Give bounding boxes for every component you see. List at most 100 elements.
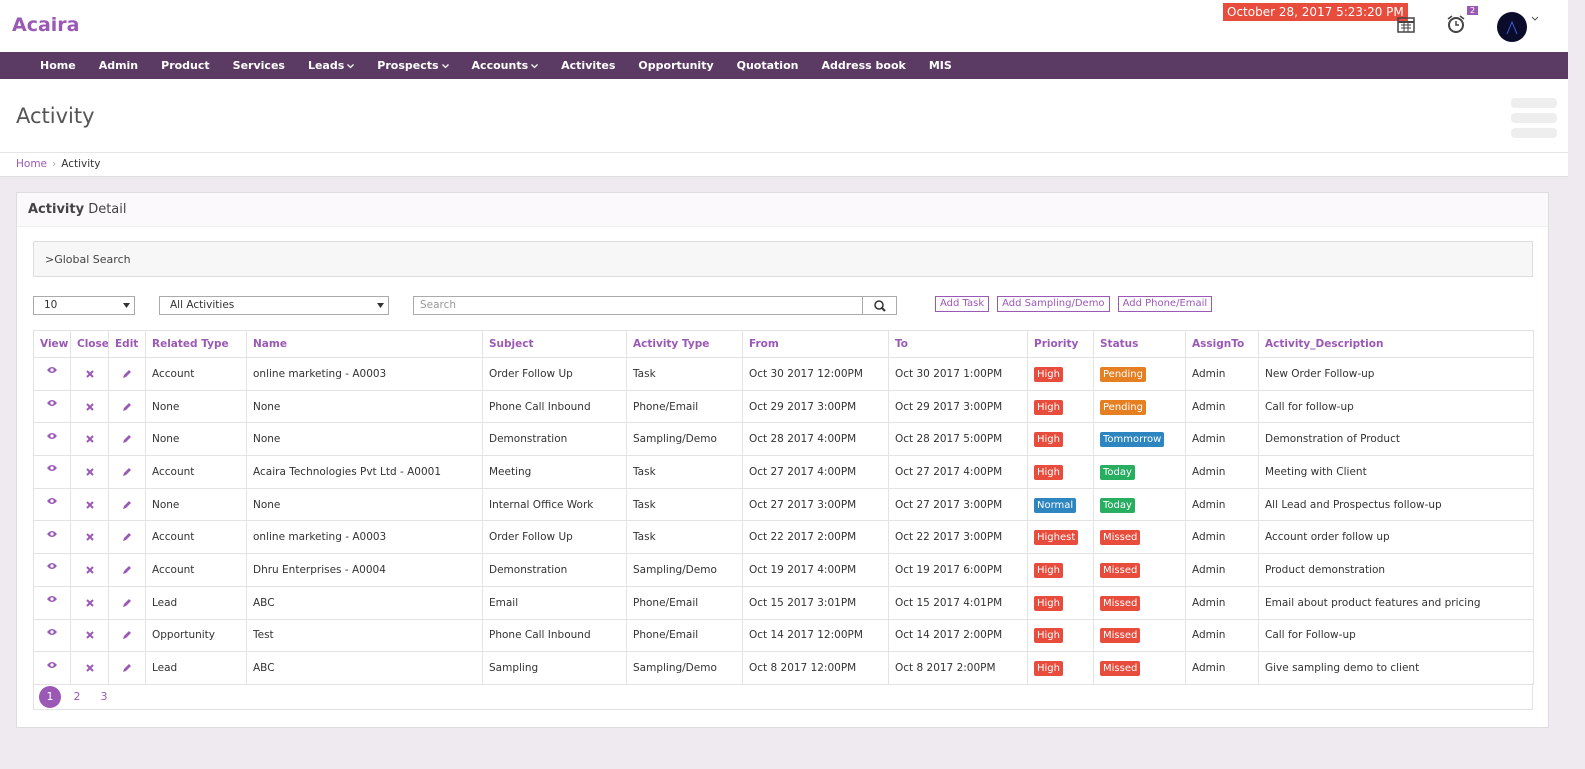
- page-link[interactable]: 2: [73, 690, 81, 703]
- alarm-icon[interactable]: [1446, 14, 1466, 34]
- view-icon[interactable]: [46, 561, 58, 571]
- nav-item[interactable]: Opportunity: [638, 59, 713, 72]
- view-icon[interactable]: [46, 398, 58, 408]
- edit-icon[interactable]: [121, 531, 133, 543]
- nav-label: Quotation: [736, 59, 799, 72]
- chevron: [441, 64, 449, 69]
- close-icon[interactable]: [84, 662, 96, 674]
- breadcrumb-link[interactable]: Home: [16, 158, 48, 170]
- action-cell: [70, 651, 109, 685]
- action-button[interactable]: Add Phone/Email: [1117, 296, 1213, 312]
- edit-icon[interactable]: [121, 466, 133, 478]
- edit-icon[interactable]: [121, 401, 133, 413]
- cell: Admin: [1185, 389, 1259, 424]
- nav-item[interactable]: Services: [233, 59, 285, 72]
- cell: None: [145, 389, 247, 424]
- close-icon[interactable]: [84, 401, 96, 413]
- close-icon[interactable]: [84, 433, 96, 445]
- cell: High: [1027, 618, 1094, 653]
- nav-item[interactable]: Leads: [308, 59, 355, 72]
- cell: Opportunity: [145, 618, 247, 653]
- nav-item[interactable]: Home: [40, 59, 76, 72]
- edit-icon[interactable]: [121, 433, 133, 445]
- action-cell: [70, 520, 109, 555]
- action-cell: [108, 651, 146, 685]
- nav-item[interactable]: Prospects: [377, 59, 449, 72]
- nav-item[interactable]: Accounts: [472, 59, 539, 72]
- action-cell: [108, 520, 146, 555]
- nav-item[interactable]: Address book: [821, 59, 905, 72]
- page-link[interactable]: 1: [39, 686, 61, 708]
- close-icon[interactable]: [84, 531, 96, 543]
- search-button[interactable]: [862, 296, 897, 315]
- close-icon[interactable]: [84, 466, 96, 478]
- page-size: 10: [44, 299, 58, 311]
- table-footer: [33, 683, 1533, 710]
- nav-item[interactable]: Activites: [561, 59, 615, 72]
- cell: Oct 30 2017 12:00PM: [742, 357, 889, 391]
- status-badge: Missed: [1100, 562, 1141, 578]
- nav-item[interactable]: MIS: [929, 59, 952, 72]
- page-header: [0, 79, 1568, 177]
- close-icon[interactable]: [84, 499, 96, 511]
- page-size-select[interactable]: 10: [33, 296, 135, 315]
- cell: Account: [145, 455, 247, 489]
- view-icon[interactable]: [46, 496, 58, 506]
- cell: Email about product features and pricing: [1258, 585, 1534, 620]
- action-button[interactable]: Add Sampling/Demo: [997, 296, 1110, 312]
- cell: Order Follow Up: [482, 520, 627, 555]
- cell: Oct 27 2017 3:00PM: [888, 487, 1028, 522]
- action-cell: [108, 553, 146, 587]
- priority-badge: High: [1034, 464, 1063, 480]
- status-badge: Tommorrow: [1100, 432, 1165, 448]
- cell: Demonstration: [482, 553, 627, 587]
- close-icon[interactable]: [84, 368, 96, 380]
- nav-label: Prospects: [377, 59, 439, 72]
- cell: online marketing - A0003: [246, 357, 483, 391]
- page-link[interactable]: 3: [100, 690, 108, 703]
- view-icon[interactable]: [46, 365, 58, 375]
- nav-item[interactable]: Admin: [99, 59, 138, 72]
- close-icon[interactable]: [84, 564, 96, 576]
- calendar-icon[interactable]: [1397, 15, 1415, 33]
- cell: Phone Call Inbound: [482, 389, 627, 424]
- edit-icon[interactable]: [121, 499, 133, 511]
- view-icon[interactable]: [46, 660, 58, 670]
- column-header: Priority: [1027, 330, 1094, 358]
- priority-badge: Highest: [1034, 530, 1079, 546]
- action-cell: [70, 553, 109, 587]
- column-header: From: [742, 330, 889, 358]
- cell: Internal Office Work: [482, 487, 627, 522]
- nav-item[interactable]: Quotation: [737, 59, 799, 72]
- global-search[interactable]: >Global Search: [33, 241, 1533, 277]
- action-cell: [70, 487, 109, 522]
- view-icon[interactable]: [46, 594, 58, 604]
- avatar[interactable]: [1497, 12, 1539, 42]
- view-icon[interactable]: [46, 529, 58, 539]
- view-icon[interactable]: [46, 431, 58, 441]
- caret: [377, 303, 384, 308]
- edit-icon[interactable]: [121, 597, 133, 609]
- view-icon[interactable]: [46, 627, 58, 637]
- alarm-badge: 2: [1467, 6, 1479, 15]
- nav-label: Accounts: [471, 59, 529, 72]
- view-icon[interactable]: [46, 463, 58, 473]
- nav-item[interactable]: Product: [161, 59, 210, 72]
- filter-select[interactable]: All Activities: [159, 296, 389, 315]
- edit-icon[interactable]: [121, 368, 133, 380]
- close-icon[interactable]: [84, 629, 96, 641]
- cell: Task: [626, 455, 743, 489]
- brand[interactable]: Acaira: [12, 14, 80, 36]
- menu-icon[interactable]: [1511, 98, 1557, 140]
- close-icon[interactable]: [84, 597, 96, 609]
- activity-table: View Close Edit Related Type Name Subject Acti…: [33, 330, 1534, 685]
- edit-icon[interactable]: [121, 564, 133, 576]
- cell: Oct 29 2017 3:00PM: [742, 389, 889, 424]
- edit-icon[interactable]: [121, 662, 133, 674]
- search-input[interactable]: Search: [413, 296, 863, 315]
- column-header: View: [33, 330, 71, 358]
- edit-icon[interactable]: [121, 629, 133, 641]
- action-button[interactable]: Add Task: [935, 296, 990, 312]
